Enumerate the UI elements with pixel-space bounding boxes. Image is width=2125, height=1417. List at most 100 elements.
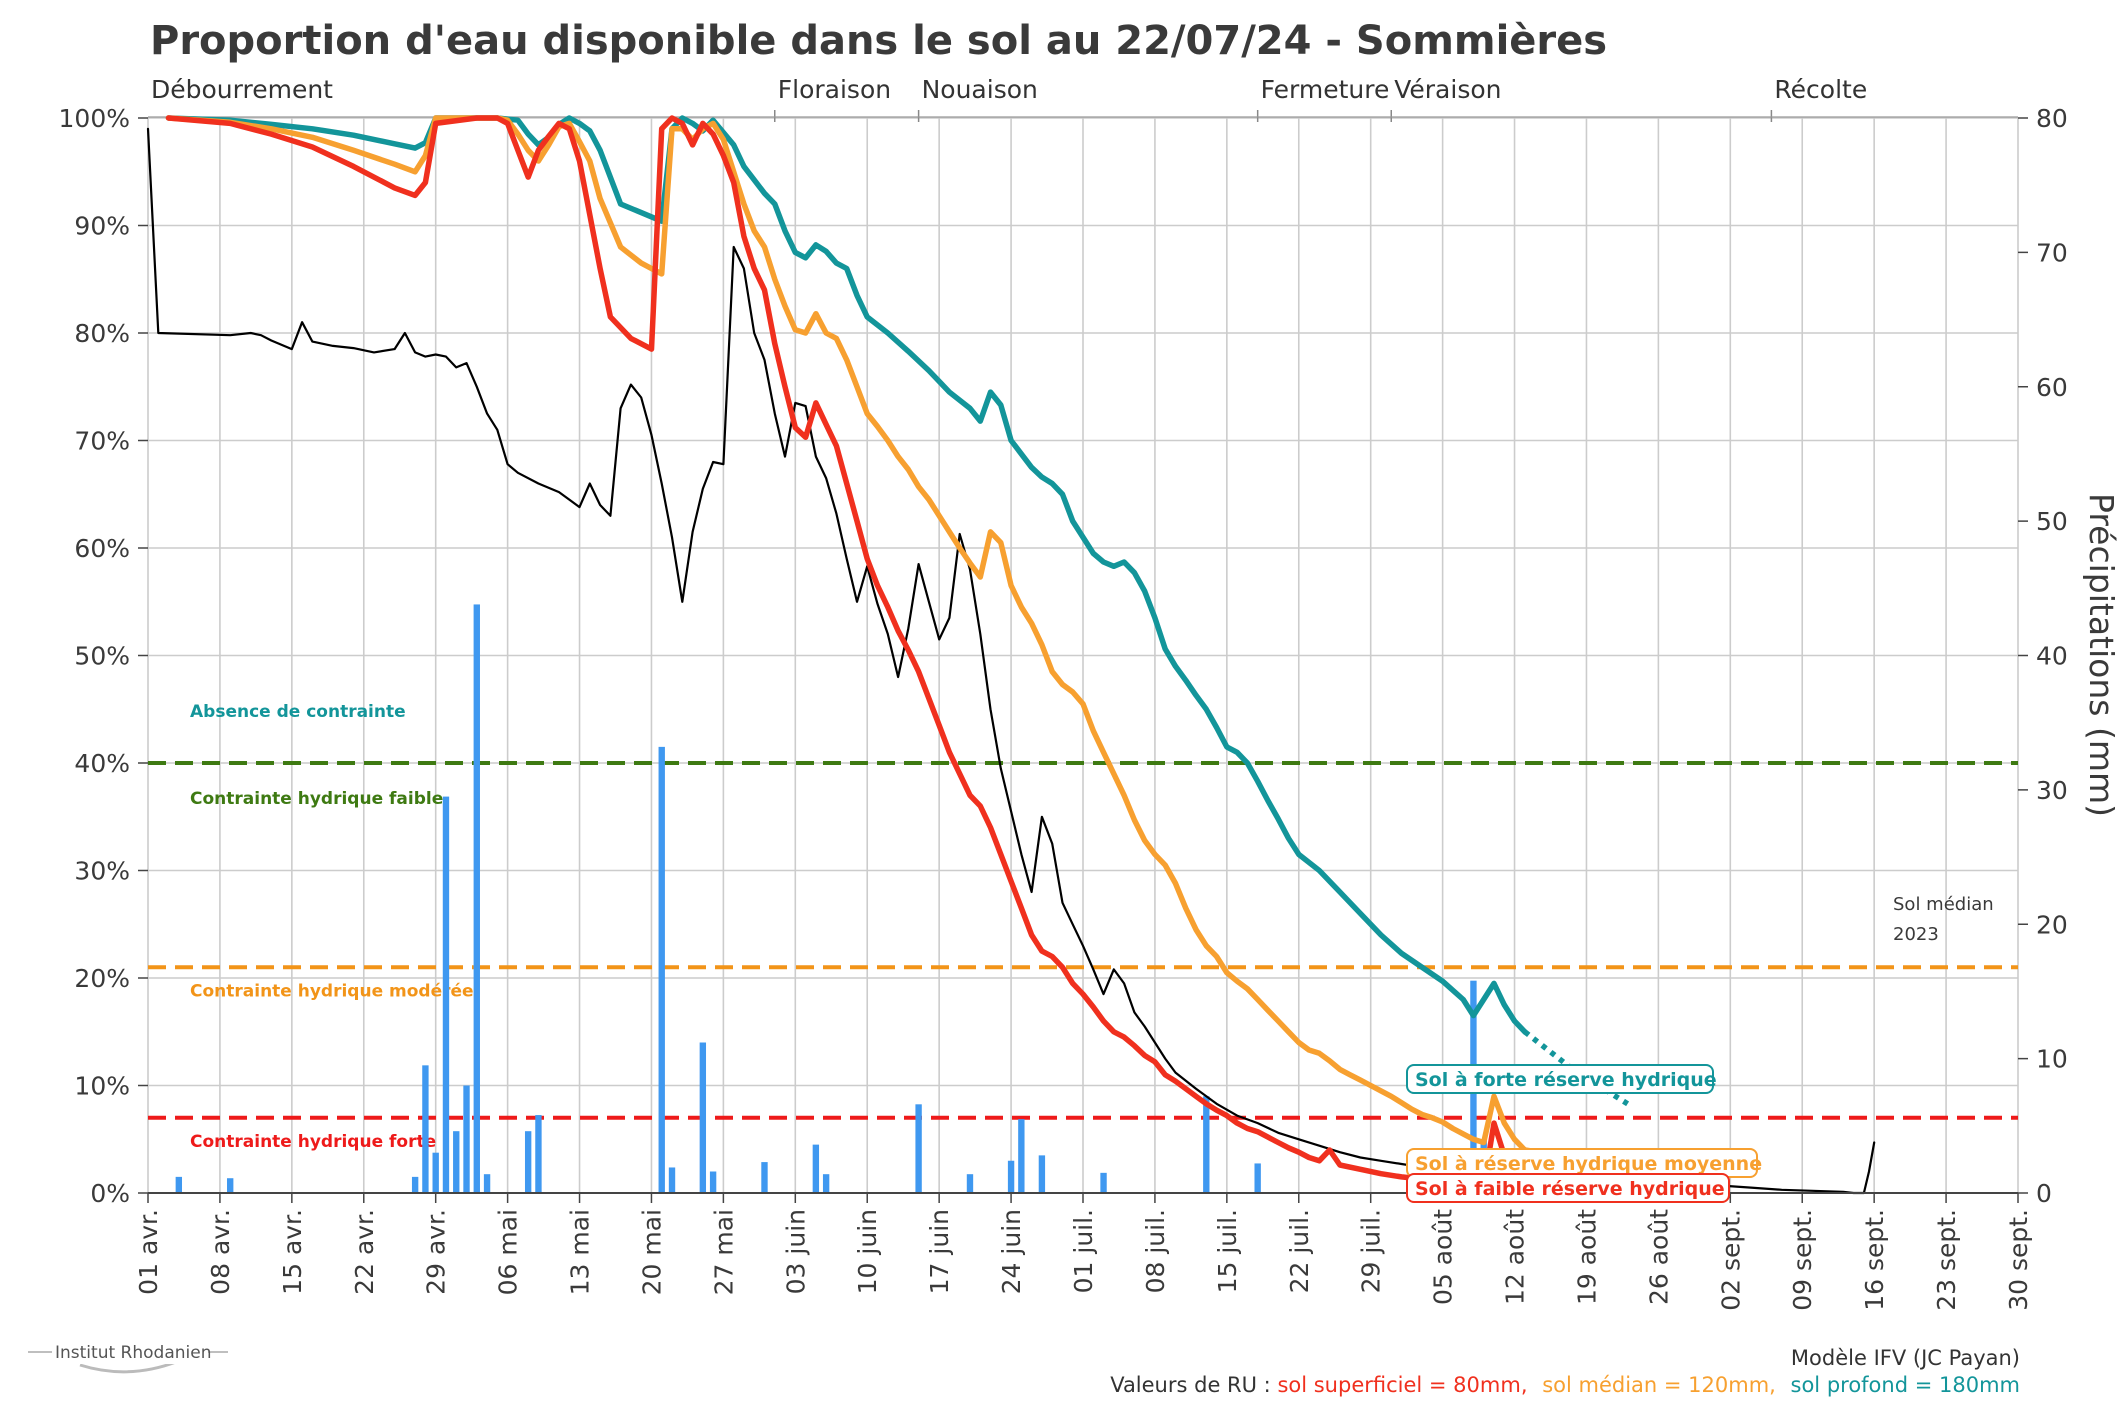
series-line [165,115,1528,1153]
ru-profond: sol profond = 180mm [1791,1373,2020,1397]
stage-label: Véraison [1394,75,1501,104]
x-tick-label: 23 sept. [1932,1209,1961,1311]
y-left-tick-label: 0% [90,1179,130,1208]
chart-title: Proportion d'eau disponible dans le sol … [150,18,1607,64]
y-right-tick-label: 10 [2036,1045,2068,1074]
stage-label: Floraison [778,75,891,104]
series-label-text: Sol à faible réserve hydrique [1415,1178,1725,1200]
institut-rhodanien-logo: Institut Rhodanien [28,1340,228,1374]
precipitation-bar [812,1144,820,1193]
y-left-tick-label: 70% [74,427,130,456]
x-tick-label: 15 avr. [278,1209,307,1295]
x-tick-label: 12 août [1501,1209,1530,1305]
precipitation-bar [658,746,665,1193]
precipitation-bar [1254,1163,1261,1193]
precipitation-bar [699,1042,707,1193]
reference-label-line1: Sol médian [1893,894,1994,915]
y-right-tick-label: 60 [2036,373,2068,402]
y-right-tick-label: 70 [2036,238,2068,267]
x-tick-label: 26 août [1644,1209,1673,1305]
precipitation-bar [668,1167,676,1193]
precipitation-bar [915,1104,922,1193]
series-label-text: Sol à forte réserve hydrique [1415,1069,1717,1091]
footer: Institut Rhodanien Modèle IFV (JC Payan)… [28,1340,2020,1397]
x-tick-label: 05 août [1429,1209,1458,1305]
precipitation-bar [227,1178,234,1193]
x-tick-label: 20 mai [637,1209,666,1295]
series-labels: Sol à forte réserve hydrique Sol à réserv… [1406,1064,1762,1203]
x-tick-label: 01 juil. [1069,1209,1098,1293]
precipitation-bar [1018,1119,1025,1193]
series-line [165,115,1528,1035]
precipitation-bar [822,1174,830,1193]
precipitation-bar [483,1174,491,1193]
precipitation-bar [422,1065,429,1193]
x-tick-label: 17 juin [925,1209,954,1294]
x-tick-label: 06 mai [494,1209,523,1295]
series-label-text: Sol à réserve hydrique moyenne [1415,1153,1762,1175]
series-label: Sol à réserve hydrique moyenne [1406,1148,1762,1178]
x-tick-label: 15 juil. [1213,1209,1242,1293]
threshold-lines: Absence de contrainte Contrainte hydrique… [148,702,2018,1152]
x-tick-label: 08 avr. [206,1209,235,1295]
precipitation-bar [442,796,450,1193]
y-right-tick-label: 40 [2036,642,2068,671]
stage-label: Fermeture [1261,75,1390,104]
logo-text: Institut Rhodanien [55,1343,211,1363]
zone-label-moderee: Contrainte hydrique modérée [190,981,474,1001]
y-right-tick-label: 20 [2036,910,2068,939]
y-left-tick-label: 80% [74,319,130,348]
series-label: Sol à forte réserve hydrique [1406,1064,1717,1094]
y-left-tick-label: 50% [74,642,130,671]
zone-label-forte: Contrainte hydrique forte [190,1132,436,1152]
x-tick-label: 29 avr. [422,1209,451,1295]
grid [147,117,2019,1194]
y-right-tick-label: 50 [2036,507,2068,536]
y-left-tick-label: 30% [74,857,130,886]
y-right-tick-label: 0 [2036,1179,2052,1208]
ru-values: Valeurs de RU : sol superficiel = 80mm, … [1110,1373,2020,1397]
precipitation-bar [432,1152,439,1193]
x-tick-label: 03 juin [781,1209,810,1294]
y-left-tick-label: 90% [74,212,130,241]
stage-label: Nouaison [922,75,1038,104]
precipitation-bar [966,1174,974,1193]
x-tick-label: 10 juin [853,1209,882,1294]
precipitation-bars [175,604,1487,1193]
stage-label: Débourrement [151,75,333,104]
reference-label: Sol médian 2023 [1893,894,1994,945]
x-tick-label: 30 sept. [2004,1209,2033,1311]
y-right-tick-label: 80 [2036,104,2068,133]
x-tick-label: 29 juil. [1357,1209,1386,1293]
ru-prefix: Valeurs de RU : [1110,1373,1277,1397]
precipitation-bar [1203,1096,1210,1193]
zone-label-faible: Contrainte hydrique faible [190,789,443,809]
series-label-box [1406,1173,1730,1203]
ru-superficiel: sol superficiel = 80mm, [1277,1373,1527,1397]
x-tick-label: 02 sept. [1716,1209,1745,1311]
x-tick-label: 01 avr. [134,1209,163,1295]
ru-median: sol médian = 120mm, [1542,1373,1776,1397]
series-label: Sol à faible réserve hydrique [1406,1173,1730,1203]
zone-label-absence: Absence de contrainte [190,702,406,722]
precipitation-bar [535,1115,542,1193]
precipitation-bar [761,1162,768,1193]
y-right-tick-label: 30 [2036,776,2068,805]
reference-label-line2: 2023 [1893,924,1939,945]
y-left-tick-label: 20% [74,964,130,993]
precipitation-bar [411,1176,419,1193]
y-left-tick-label: 10% [74,1072,130,1101]
x-tick-label: 22 juil. [1285,1209,1314,1293]
x-tick-label: 16 sept. [1860,1209,1889,1311]
precipitation-bar [524,1131,532,1193]
y-left-tick-label: 100% [59,104,130,133]
stage-label: Récolte [1774,75,1867,104]
precipitation-bar [1007,1160,1015,1193]
soil-water-lines [146,115,1876,1195]
series-label-box [1406,1064,1714,1094]
series-line [165,115,1518,1189]
x-tick-label: 13 mai [566,1209,595,1295]
precipitation-bar [453,1131,460,1193]
x-tick-label: 24 juin [997,1209,1026,1294]
